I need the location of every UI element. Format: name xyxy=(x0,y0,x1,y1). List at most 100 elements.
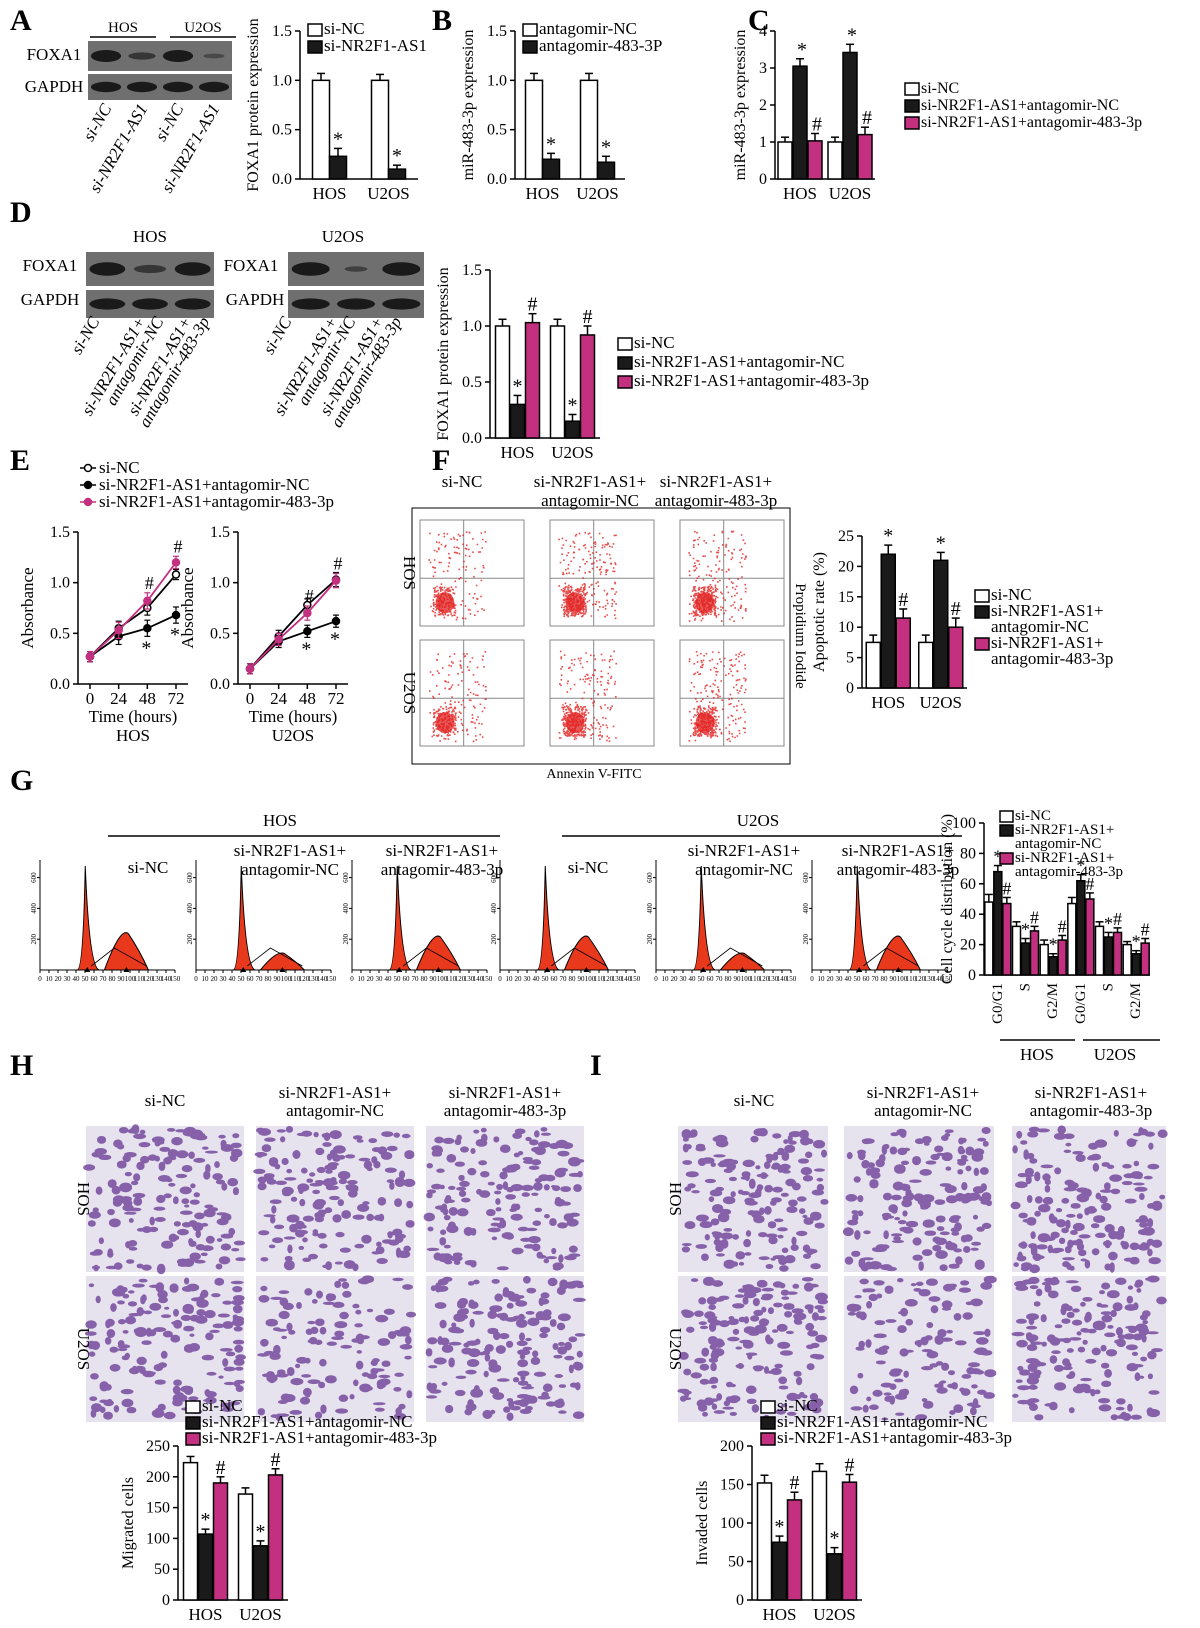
bar-f xyxy=(948,626,964,689)
category-label: S xyxy=(1018,983,1034,991)
cycle-col-header: antagomir-483-3p xyxy=(381,860,503,879)
legend-label: si-NR2F1-AS1 xyxy=(324,36,427,55)
data-point xyxy=(85,652,95,661)
blot-band xyxy=(203,53,225,59)
g2m-peak xyxy=(563,935,610,971)
blot-d-hos-gapdh xyxy=(86,290,214,318)
hist-x-tick-label: 20 xyxy=(671,975,679,983)
data-point xyxy=(171,570,181,579)
hist-x-tick-label: 150 xyxy=(942,975,953,983)
significance-mark: # xyxy=(951,598,961,620)
hist-x-tick-label: 120 xyxy=(759,975,770,983)
g2m-peak xyxy=(259,952,306,971)
bar-g xyxy=(993,870,1003,976)
hist-x-tick-label: 80 xyxy=(421,975,429,983)
stained-cells xyxy=(425,1276,586,1421)
flow-plot xyxy=(549,519,655,627)
blot-header-hos: HOS xyxy=(108,20,138,36)
bar-d xyxy=(524,321,541,439)
y-tick-label: 1.0 xyxy=(487,72,507,89)
hist-x-tick-label: 30 xyxy=(220,975,228,983)
s-phase-fit xyxy=(707,947,763,967)
bar-c xyxy=(792,65,808,180)
flow-x-axis-label: Annexin V-FITC xyxy=(546,767,641,782)
legend-label: si-NR2F1-AS1+antagomir-483-3p xyxy=(99,492,334,511)
legend-swatch xyxy=(307,23,323,37)
hist-x-tick-label: 110 xyxy=(446,975,457,983)
bar-h xyxy=(212,1482,229,1601)
hist-y-tick-label: 600 xyxy=(646,872,654,883)
y-tick-label: 80 xyxy=(960,845,976,862)
hist-x-tick-label: 0 xyxy=(350,975,354,983)
bar-i xyxy=(786,1499,803,1601)
blot-band xyxy=(174,262,211,276)
blot-lane-label: si-NC xyxy=(259,313,296,357)
g2m-peak xyxy=(719,952,766,971)
cycle-histogram: 200 400 600 0 10 20 30 40 50 60 70 80 90 100110120130… xyxy=(802,860,953,983)
transwell-col-header: si-NR2F1-AS1+ xyxy=(1035,1083,1148,1102)
significance-mark: * xyxy=(1076,856,1085,876)
blot-band xyxy=(133,264,167,274)
stained-cells xyxy=(423,1127,585,1271)
legend-label: si-NR2F1-AS1+antagomir-483-3p xyxy=(777,1428,1012,1447)
bar-c xyxy=(857,133,873,180)
significance-mark: * xyxy=(1104,913,1113,933)
blot-band xyxy=(162,81,194,93)
hist-x-tick-label: 40 xyxy=(689,975,697,983)
y-tick-label: 1.5 xyxy=(210,524,230,541)
hist-x-tick-label: 90 xyxy=(274,975,282,983)
hist-x-tick-label: 10 xyxy=(202,975,210,983)
hist-x-tick-label: 60 xyxy=(247,975,255,983)
category-label: HOS xyxy=(312,184,346,203)
x-axis-label: Time (hours) xyxy=(89,707,178,726)
hist-x-tick-label: 120 xyxy=(455,975,466,983)
blot-d-hos-foxa1 xyxy=(86,252,214,286)
y-axis-label: miR-483-3p expression xyxy=(460,30,477,181)
stained-cells xyxy=(681,1127,829,1272)
bar-f xyxy=(880,553,896,689)
bar-chart-f: 0 5 10 15 20 25 Apoptotic rate (%) * # HOS * # U2OS xyxy=(811,525,967,712)
bar-a xyxy=(311,79,331,180)
blot-d-u2os-gapdh xyxy=(288,290,424,318)
cycle-col-header: si-NR2F1-AS1+ xyxy=(386,841,499,860)
y-tick-label: 0.5 xyxy=(487,122,507,139)
y-tick-label: 50 xyxy=(154,1561,170,1578)
cycle-col-header: si-NC xyxy=(128,858,169,877)
category-label: HOS xyxy=(783,184,817,203)
significance-mark: # xyxy=(271,1449,281,1471)
legend-label: si-NR2F1-AS1+antagomir-NC xyxy=(921,97,1119,114)
transwell-row-label: HOS xyxy=(666,1182,685,1216)
hist-x-tick-label: 120 xyxy=(915,975,926,983)
cycle-group-header: HOS xyxy=(263,811,297,830)
transwell-col-header: si-NR2F1-AS1+ xyxy=(867,1083,980,1102)
hist-x-tick-label: 90 xyxy=(430,975,438,983)
significance-mark: * xyxy=(170,624,180,646)
hist-y-tick-label: 200 xyxy=(802,933,810,944)
legend-swatch xyxy=(974,589,990,603)
hist-y-tick-label: 400 xyxy=(646,903,654,914)
g2m-peak xyxy=(103,932,150,971)
hist-x-tick-label: 40 xyxy=(845,975,853,983)
legend-swatch xyxy=(974,605,990,619)
hist-y-tick-label: 200 xyxy=(490,933,498,944)
y-tick-label: 1.0 xyxy=(272,72,292,89)
flow-cluster xyxy=(695,592,715,614)
legend-label: antagomir-NC xyxy=(539,19,637,38)
y-axis-label: Cell cycle distribution (%) xyxy=(939,814,956,984)
hist-y-tick-label: 600 xyxy=(342,872,350,883)
y-tick-label: 1 xyxy=(759,134,767,151)
hist-x-tick-label: 0 xyxy=(38,975,42,983)
flow-y-axis-label: Propidium Iodide xyxy=(792,583,808,689)
significance-mark: * xyxy=(1021,920,1030,940)
flow-events xyxy=(688,651,747,743)
significance-mark: # xyxy=(334,554,343,574)
bar-f xyxy=(918,641,934,689)
legend-label: si-NR2F1-AS1+antagomir-483-3p xyxy=(634,371,869,390)
hist-x-tick-label: 110 xyxy=(750,975,761,983)
bar-g xyxy=(1039,943,1049,976)
hist-x-tick-label: 60 xyxy=(403,975,411,983)
legend-swatch xyxy=(617,356,633,370)
bar-g xyxy=(1011,925,1022,976)
